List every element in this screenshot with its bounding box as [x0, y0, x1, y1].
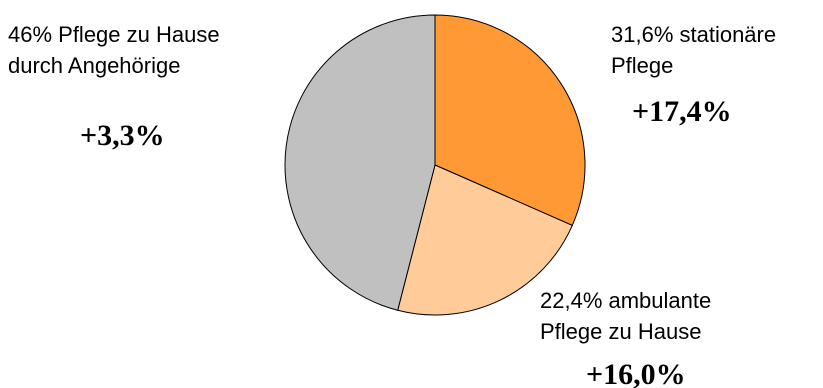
change-label-ambulante: +16,0%	[586, 358, 686, 388]
slice-label-stationaere: 31,6% stationäre Pflege	[611, 22, 782, 78]
slice-label-stationaere-line-1: 31,6% stationäre	[611, 22, 776, 47]
slice-label-ambulante: 22,4% ambulante Pflege zu Hause	[540, 288, 717, 344]
slice-label-angehoerige-line-2: durch Angehörige	[8, 53, 180, 78]
pie-slice-stationaere	[434, 14, 586, 227]
change-label-angehoerige: +3,3%	[80, 119, 165, 152]
slice-label-ambulante-line-1: 22,4% ambulante	[540, 288, 711, 313]
slice-label-angehoerige: 46% Pflege zu Hause durch Angehörige	[8, 22, 226, 78]
slice-label-ambulante-line-2: Pflege zu Hause	[540, 319, 701, 344]
pie-slices	[284, 14, 586, 316]
pie-slice-angehoerige	[284, 14, 436, 311]
slice-label-stationaere-line-2: Pflege	[611, 53, 673, 78]
slice-label-angehoerige-line-1: 46% Pflege zu Hause	[8, 22, 220, 47]
pie-slice-ambulante	[397, 164, 573, 316]
change-label-stationaere: +17,4%	[632, 95, 732, 128]
